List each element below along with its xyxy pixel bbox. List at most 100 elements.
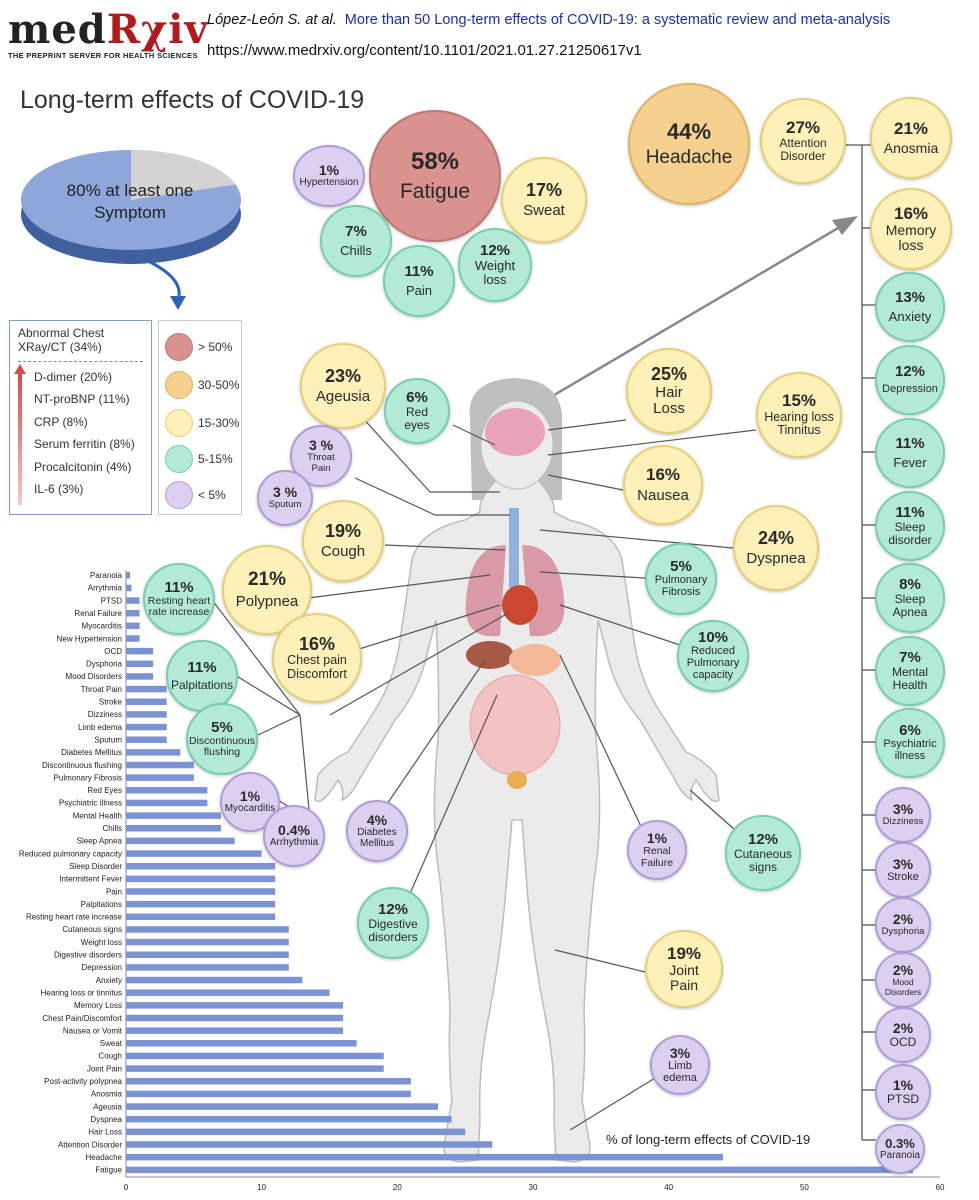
- bubble-pct: 19%: [324, 520, 362, 541]
- bar-label: Limb edema: [78, 723, 123, 732]
- bar-dizziness: [126, 711, 167, 718]
- legend-row: 15-30%: [165, 409, 239, 437]
- bar-label: Discontinuous flushing: [42, 761, 122, 770]
- bubble-anxiety: 13% Anxiety: [875, 272, 945, 342]
- bubble-label: Sweat: [523, 202, 565, 220]
- bubble-pct: 2%: [892, 962, 914, 979]
- bubble-pct: 3 %: [272, 484, 298, 501]
- bar-label: Chills: [102, 824, 122, 833]
- medrxiv-logo[interactable]: medRχiv THE PREPRINT SERVER FOR HEALTH S…: [8, 6, 209, 60]
- bubble-weight-loss: 12% Weight loss: [458, 228, 532, 302]
- x-tick-label: 40: [664, 1183, 673, 1192]
- logo-rxiv: Rχiv: [106, 6, 209, 53]
- bubble-label: Cutaneous signs: [733, 847, 793, 875]
- bubble-attention-disorder: 27% Attention Disorder: [760, 98, 846, 184]
- bubble-nausea: 16% Nausea: [623, 445, 703, 525]
- bubble-label: PTSD: [886, 1092, 919, 1107]
- bar-label: Hair Loss: [88, 1128, 122, 1137]
- bar-label: Attention Disorder: [58, 1140, 122, 1149]
- bubble-pct: 4%: [366, 811, 388, 828]
- bubble-pct: 0.3%: [885, 1135, 915, 1151]
- bar-sleep-disorder: [126, 862, 276, 870]
- citation-author: López-León S. at al.: [207, 12, 337, 28]
- biomarker-item: IL-6 (3%): [34, 482, 84, 497]
- right-bracket: [834, 144, 878, 1141]
- bubble-label: Hair Loss: [653, 383, 685, 417]
- bar-depression: [126, 964, 289, 971]
- bar-palpitations: [126, 900, 276, 908]
- bubble-label: Polypnea: [235, 592, 299, 610]
- bar-label: Sleep Apnea: [77, 837, 123, 846]
- legend-label: 15-30%: [198, 416, 240, 430]
- bar-fatigue: [126, 1166, 913, 1174]
- bubble-resting-heart-rate: 11% Resting heart rate increase: [143, 563, 215, 635]
- bubble-label: Chest pain Discomfort: [287, 653, 347, 681]
- bar-joint-pain: [126, 1065, 384, 1072]
- legend: > 50% 30-50% 15-30% 5-15% < 5%: [158, 320, 242, 515]
- bubble-pct: 7%: [899, 648, 921, 666]
- bubble-pct: 0.4%: [278, 822, 310, 839]
- bubble-pct: 27%: [785, 117, 821, 137]
- legend-swatch: [165, 371, 193, 399]
- x-tick-label: 0: [124, 1183, 129, 1192]
- bubble-pct: 12%: [377, 900, 409, 918]
- bubble-label: Fever: [893, 454, 927, 470]
- bubble-pct: 21%: [247, 569, 287, 591]
- citation-paper-link[interactable]: More than 50 Long-term effects of COVID-…: [344, 12, 891, 28]
- legend-row: 30-50%: [165, 371, 239, 399]
- bubble-pct: 11%: [895, 435, 925, 453]
- bar-label: Post-activity polypnea: [44, 1077, 122, 1086]
- bubble-sleep-disorder: 11% Sleep disorder: [875, 491, 945, 561]
- bar-label: Red Eyes: [87, 786, 122, 795]
- bubble-label: Hypertension: [299, 177, 359, 189]
- bar-cough: [126, 1052, 384, 1060]
- bar-label: OCD: [104, 647, 122, 656]
- x-tick-label: 20: [393, 1183, 402, 1192]
- bubble-label: OCD: [889, 1035, 917, 1050]
- figure-lung-left: [465, 545, 506, 637]
- bubble-ageusia: 23% Ageusia: [300, 343, 386, 429]
- bubble-pct: 7%: [345, 223, 367, 241]
- bar-label: Weight loss: [81, 938, 122, 947]
- bubble-pct: 1%: [892, 1076, 914, 1093]
- legend-swatch: [165, 333, 193, 361]
- bubble-label: Headache: [645, 146, 733, 168]
- bubble-label: Dyspnea: [746, 550, 806, 568]
- legend-label: < 5%: [198, 488, 226, 502]
- biomarker-item: CRP (8%): [34, 414, 88, 429]
- bubble-label: Resting heart rate increase: [147, 594, 211, 619]
- bar-ptsd: [126, 597, 140, 604]
- bar-label: Fatigue: [95, 1166, 122, 1175]
- citation-url[interactable]: https://www.medrxiv.org/content/10.1101/…: [207, 42, 642, 59]
- figure-brain: [485, 408, 545, 456]
- bar-label: Sputum: [94, 735, 122, 744]
- bubble-pct: 16%: [645, 465, 681, 485]
- figure-body: [314, 479, 720, 1163]
- bubble-fever: 11% Fever: [875, 418, 945, 488]
- bubble-pct: 1%: [646, 830, 668, 847]
- bar-intermittent-fever: [126, 875, 276, 883]
- bar-mental-health: [126, 812, 221, 819]
- bar-label: Sweat: [100, 1039, 123, 1048]
- bubble-chest-pain: 16% Chest pain Discomfort: [272, 613, 362, 703]
- bar-label: Ageusia: [93, 1102, 122, 1111]
- bar-label: Digestive disorders: [54, 951, 122, 960]
- bar-label: Paranoia: [90, 571, 123, 580]
- legend-row: > 50%: [165, 333, 232, 361]
- bar-new-hypertension: [126, 635, 140, 642]
- symptom-pie: [21, 150, 241, 264]
- bar-marks: [126, 572, 913, 1174]
- bubble-label: Mental Health: [891, 665, 929, 693]
- bar-cutaneous-signs: [126, 926, 289, 933]
- pie-arrow-head: [170, 296, 186, 310]
- bar-hair-loss: [126, 1128, 466, 1136]
- x-tick-label: 30: [529, 1183, 538, 1192]
- bubble-dyspnea: 24% Dyspnea: [733, 505, 819, 591]
- bubble-diabetes: 4% Diabetes Mellitus: [346, 800, 408, 862]
- bar-label: Throat Pain: [81, 685, 122, 694]
- bar-label: Anosmia: [91, 1090, 123, 1099]
- bar-limb-edema: [126, 723, 167, 731]
- bar-chart: Paranoia Arrythmia PTSD Renal Failure Myocar…: [19, 570, 945, 1192]
- bubble-label: Diabetes Mellitus: [357, 826, 397, 849]
- bar-dyspnea: [126, 1115, 452, 1123]
